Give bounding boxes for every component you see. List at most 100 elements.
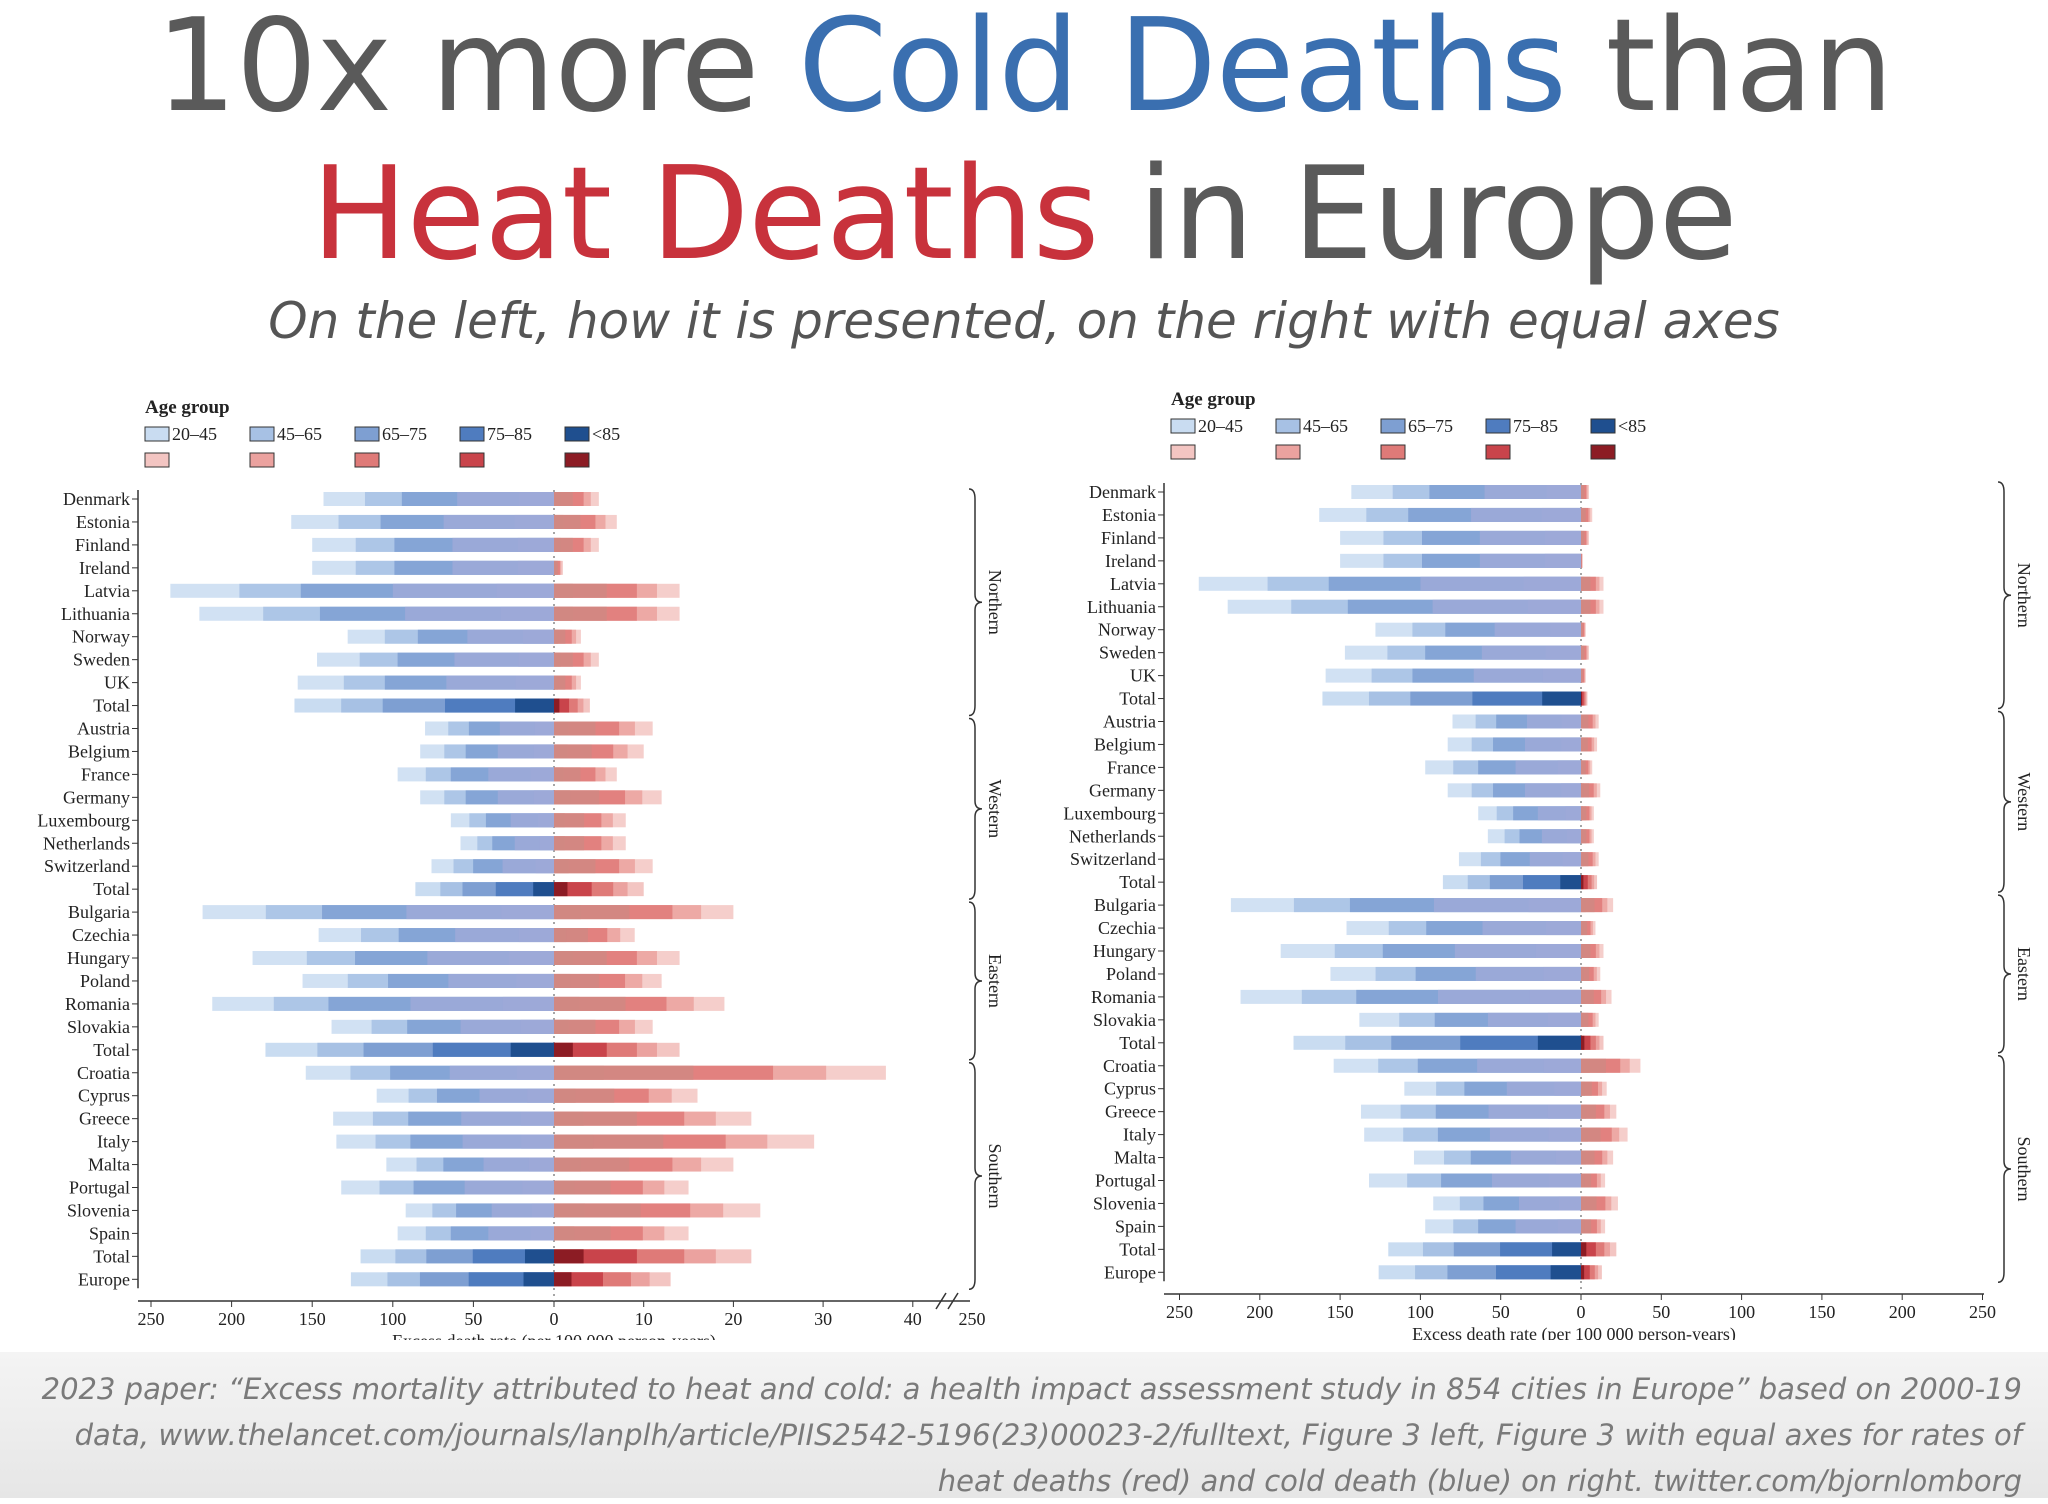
heat-bar-segment	[1581, 1082, 1585, 1096]
cold-bar-segment	[519, 928, 554, 942]
legend-cold-swatch	[460, 427, 484, 441]
title-part-1: 10x more	[155, 0, 798, 141]
cold-bar-segment	[1551, 1265, 1581, 1279]
cold-bar-segment	[523, 630, 554, 644]
category-label: Total	[93, 879, 130, 899]
heat-bar-segment	[554, 951, 573, 965]
legend-age-label: 20–45	[1198, 416, 1243, 436]
category-label: Austria	[1103, 712, 1156, 732]
cold-bar-segment	[1563, 852, 1581, 866]
category-label: Total	[1119, 872, 1156, 892]
cold-bar-segment	[1542, 692, 1581, 706]
cold-bar-segment	[516, 974, 554, 988]
category-label: Poland	[80, 971, 130, 991]
heat-bar-segment	[554, 538, 561, 552]
cold-bar-segment	[1536, 944, 1581, 958]
heat-bar-segment	[1581, 967, 1584, 981]
legend-title: Age group	[1171, 389, 1256, 410]
cold-bar-segment	[1530, 990, 1581, 1004]
heat-bar-segment	[1581, 646, 1582, 660]
footer-citation: 2023 paper: “Excess mortality attributed…	[22, 1366, 2022, 1504]
legend-age-label: 75–85	[1513, 416, 1558, 436]
legend-cold-swatch	[1276, 419, 1300, 433]
heat-bar-segment	[554, 997, 580, 1011]
heat-bar-segment	[554, 1272, 571, 1286]
cold-bar-segment	[1561, 737, 1581, 751]
title-heat-deaths: Heat Deaths	[311, 140, 1098, 289]
cold-bar-segment	[521, 1020, 554, 1034]
heat-bar-segment	[554, 492, 561, 506]
heat-bar-segment	[554, 813, 565, 827]
cold-bar-segment	[1562, 715, 1581, 729]
category-label: Austria	[77, 719, 130, 739]
heat-bar-segment	[1581, 783, 1584, 797]
x-tick-label: 150	[299, 1309, 326, 1329]
heat-bar-segment	[554, 744, 567, 758]
cold-bar-segment	[1560, 875, 1581, 889]
heat-bar-segment	[554, 561, 555, 575]
legend-age-label: 75–85	[487, 424, 532, 444]
category-label: Latvia	[1110, 574, 1156, 594]
category-label: Sweden	[73, 650, 130, 670]
cold-bar-segment	[1559, 1196, 1581, 1210]
x-tick-label: 200	[1246, 1302, 1273, 1322]
category-label: UK	[104, 673, 130, 693]
heat-bar-segment	[554, 1112, 584, 1126]
category-label: Bulgaria	[1094, 895, 1156, 915]
x-tick-label: 100	[1407, 1302, 1434, 1322]
legend-cold-swatch	[565, 427, 589, 441]
title-part-5: in Europe	[1098, 140, 1736, 289]
cold-bar-segment	[521, 1112, 554, 1126]
cold-bar-segment	[1561, 783, 1581, 797]
category-label: Malta	[88, 1155, 130, 1175]
category-label: Portugal	[1095, 1171, 1156, 1191]
category-label: Spain	[89, 1223, 130, 1243]
cold-bar-segment	[1548, 1013, 1581, 1027]
x-tick-label: 250	[1166, 1302, 1193, 1322]
cold-bar-segment	[532, 1203, 554, 1217]
heat-bar-segment	[1581, 990, 1586, 1004]
cold-bar-segment	[529, 1158, 554, 1172]
cold-bar-segment	[1545, 554, 1581, 568]
cold-bar-segment	[527, 1089, 554, 1103]
region-label: Western	[985, 780, 1005, 839]
category-label: Finland	[1101, 528, 1156, 548]
heat-bar-segment	[554, 1066, 604, 1080]
heat-bar-segment	[1581, 921, 1583, 935]
category-label: Total	[1119, 1033, 1156, 1053]
legend-heat-swatch	[1276, 445, 1300, 459]
region-label: Western	[2014, 773, 2034, 832]
x-tick-label: 250	[138, 1309, 165, 1329]
heat-bar-segment	[1581, 1242, 1586, 1256]
heat-bar-segment	[554, 630, 558, 644]
heat-bar-segment	[554, 1020, 569, 1034]
category-label: Portugal	[69, 1178, 130, 1198]
heat-bar-segment	[1581, 600, 1584, 614]
title-part-3: than	[1566, 0, 1893, 141]
legend-cold-swatch	[1381, 419, 1405, 433]
heat-bar-segment	[1581, 852, 1584, 866]
legend-cold-swatch	[1171, 419, 1195, 433]
region-brace	[969, 902, 982, 1060]
category-label: Hungary	[1093, 941, 1156, 961]
heat-bar-segment	[554, 859, 569, 873]
legend-heat-swatch	[145, 453, 169, 467]
heat-bar-segment	[1581, 1265, 1584, 1279]
heat-bar-segment	[554, 974, 570, 988]
category-label: Netherlands	[43, 833, 130, 853]
category-label: Slovakia	[1093, 1010, 1156, 1030]
heat-bar-segment	[554, 699, 559, 713]
heat-bar-segment	[1581, 1013, 1584, 1027]
cold-bar-segment	[515, 699, 554, 713]
cold-bar-segment	[1542, 508, 1581, 522]
cold-bar-segment	[1566, 806, 1581, 820]
cold-bar-segment	[1567, 829, 1581, 843]
x-tick-label: 50	[464, 1309, 482, 1329]
heat-bar-segment	[554, 515, 563, 529]
category-label: Croatia	[77, 1063, 130, 1083]
category-label: Czechia	[1098, 918, 1156, 938]
heat-bar-segment	[1581, 806, 1583, 820]
category-label: Total	[1119, 689, 1156, 709]
title-cold-deaths: Cold Deaths	[798, 0, 1566, 141]
